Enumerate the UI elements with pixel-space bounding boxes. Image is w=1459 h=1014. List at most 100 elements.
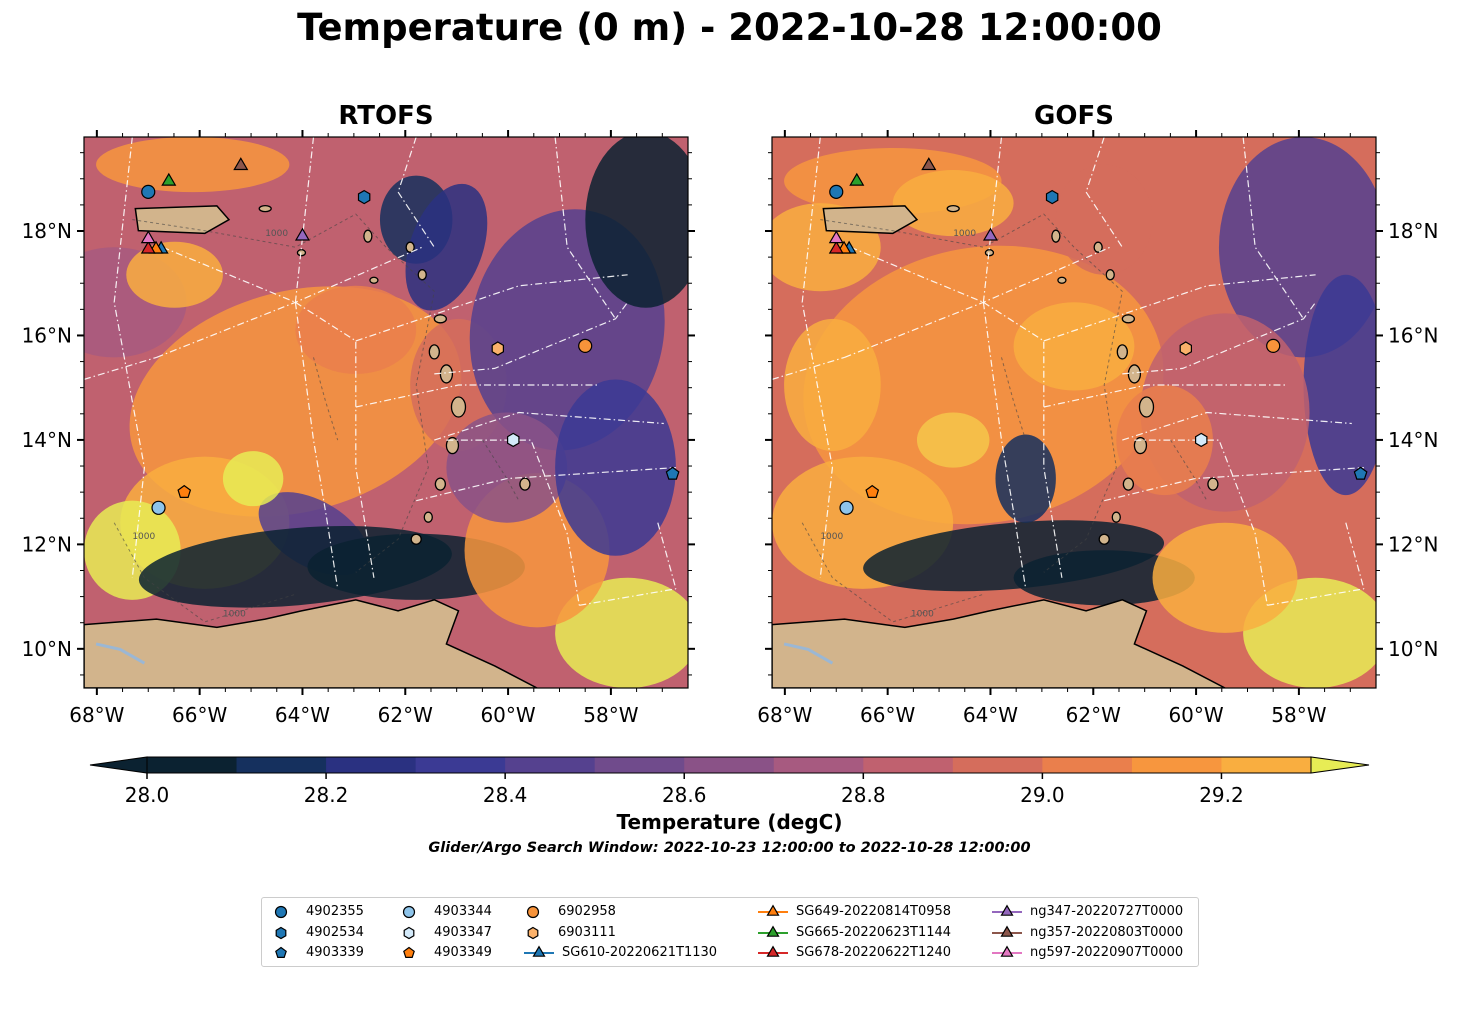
- boundary-line: [1085, 137, 1123, 248]
- marker-4903349: [177, 484, 192, 498]
- antilles-island: [1138, 396, 1155, 418]
- boundary-line: [162, 246, 296, 303]
- marker-SG665-20220623T1144: [849, 172, 865, 186]
- colorbar-segment: [1221, 757, 1312, 773]
- legend-label: 6903111: [558, 924, 616, 940]
- x-tick-label: 62°W: [1066, 703, 1121, 727]
- legend-symbol: [532, 945, 546, 957]
- panel-rtofs: 1000 1000 1000 68°W 66°W 64°W 62°W 60°W 58°W 10°N…: [22, 130, 695, 727]
- marker-4903347: [507, 432, 520, 448]
- boundary-line: [772, 356, 845, 380]
- antilles-island: [946, 204, 960, 213]
- isobath-line: [1170, 439, 1208, 501]
- antilles-island: [433, 314, 448, 324]
- boundary-line: [657, 522, 677, 589]
- antilles-island: [984, 249, 995, 257]
- x-tick-label: 60°W: [480, 703, 535, 727]
- boundary-line: [801, 137, 834, 578]
- temperature-region: [892, 170, 1014, 237]
- antilles-island: [296, 249, 307, 257]
- temperature-region: [916, 412, 990, 468]
- legend-label: 4903344: [434, 904, 492, 919]
- legend-symbol: [275, 946, 287, 958]
- y-tick-label: 18°N: [22, 219, 72, 243]
- marker-ng347-20220727T0000: [982, 227, 998, 241]
- south-america-land: [772, 599, 1226, 688]
- legend-marker-triangle: [758, 925, 788, 937]
- antilles-island: [1207, 477, 1219, 491]
- isobath-label: 1000: [223, 609, 246, 619]
- temperature-region: [295, 285, 417, 374]
- legend-label: SG610-20220621T1130: [562, 945, 718, 960]
- puerto-rico-island: [134, 205, 231, 235]
- colorbar-segment: [236, 757, 327, 773]
- y-tick-label: 10°N: [1388, 637, 1438, 661]
- legend-label: ng347-20220727T0000: [1030, 904, 1184, 919]
- colorbar-tick-label: 28.6: [662, 783, 707, 807]
- isobath-label: 1000: [820, 532, 843, 542]
- boundary-line: [397, 137, 435, 248]
- colorbar-segment: [147, 757, 238, 773]
- legend: 4902355 4902534 4903339 4903344 4903347 49033…: [261, 897, 1199, 967]
- antilles-island: [1111, 511, 1121, 523]
- x-tick-label: 66°W: [172, 703, 227, 727]
- antilles-island: [1093, 241, 1103, 253]
- temperature-region: [555, 577, 688, 688]
- antilles-island: [1121, 314, 1136, 324]
- legend-symbol: [1000, 945, 1014, 957]
- legend-marker-triangle: [758, 904, 788, 916]
- boundary-line: [579, 588, 677, 606]
- marker-4902534: [1045, 189, 1059, 205]
- river: [95, 642, 146, 665]
- y-tick-label: 14°N: [1388, 428, 1438, 452]
- isobath-label: 1000: [265, 229, 288, 239]
- legend-marker-hexagon: [403, 926, 415, 939]
- temperature-region: [222, 451, 284, 507]
- boundary-line: [1104, 467, 1364, 502]
- legend-label: 4902534: [306, 924, 364, 940]
- y-tick-label: 10°N: [22, 637, 72, 661]
- legend-marker-hexagon: [275, 926, 287, 939]
- legend-label: SG665-20220623T1144: [796, 924, 952, 940]
- antilles-island: [363, 229, 373, 243]
- boundary-line: [850, 246, 984, 303]
- colorbar-segment: [773, 757, 864, 773]
- boundary-line: [1134, 439, 1268, 606]
- colorbar-segment: [326, 757, 417, 773]
- isobath-line: [113, 522, 296, 623]
- boundary-line: [1043, 384, 1286, 408]
- marker-ng357-20220803T0000: [921, 157, 937, 171]
- legend-symbol: [403, 946, 415, 958]
- marker-4902355: [829, 184, 844, 199]
- boundary-line: [446, 439, 580, 606]
- x-tick-label: 68°W: [757, 703, 812, 727]
- marker-4903344: [839, 500, 854, 515]
- legend-symbol: [402, 905, 416, 919]
- temperature-region: [784, 318, 881, 452]
- legend-marker-triangle: [524, 945, 554, 957]
- legend-label: SG649-20220814T0958: [796, 904, 952, 919]
- y-tick-label: 16°N: [1388, 323, 1438, 347]
- legend-label: 6902958: [558, 904, 616, 919]
- map-frame: [83, 136, 689, 689]
- y-tick-label: 14°N: [22, 428, 72, 452]
- colorbar-tick-label: 29.0: [1020, 783, 1065, 807]
- temperature-region: [1013, 550, 1195, 606]
- boundary-line: [355, 384, 598, 408]
- colorbar-tick-label: 28.4: [483, 783, 528, 807]
- x-tick-label: 58°W: [583, 703, 638, 727]
- antilles-island: [439, 364, 454, 384]
- x-tick-label: 58°W: [1271, 703, 1326, 727]
- boundary-line: [434, 411, 664, 441]
- antilles-island: [1057, 276, 1067, 284]
- legend-symbol: [275, 926, 287, 939]
- legend-marker-pentagon: [275, 946, 287, 958]
- isobath-line: [482, 439, 520, 501]
- boundary-line: [294, 137, 315, 303]
- map-frame: [771, 136, 1377, 689]
- antilles-island: [1127, 364, 1142, 384]
- legend-marker-hexagon: [527, 926, 539, 939]
- temperature-region: [555, 379, 676, 556]
- legend-symbol: [766, 925, 780, 937]
- boundary-line: [113, 137, 146, 578]
